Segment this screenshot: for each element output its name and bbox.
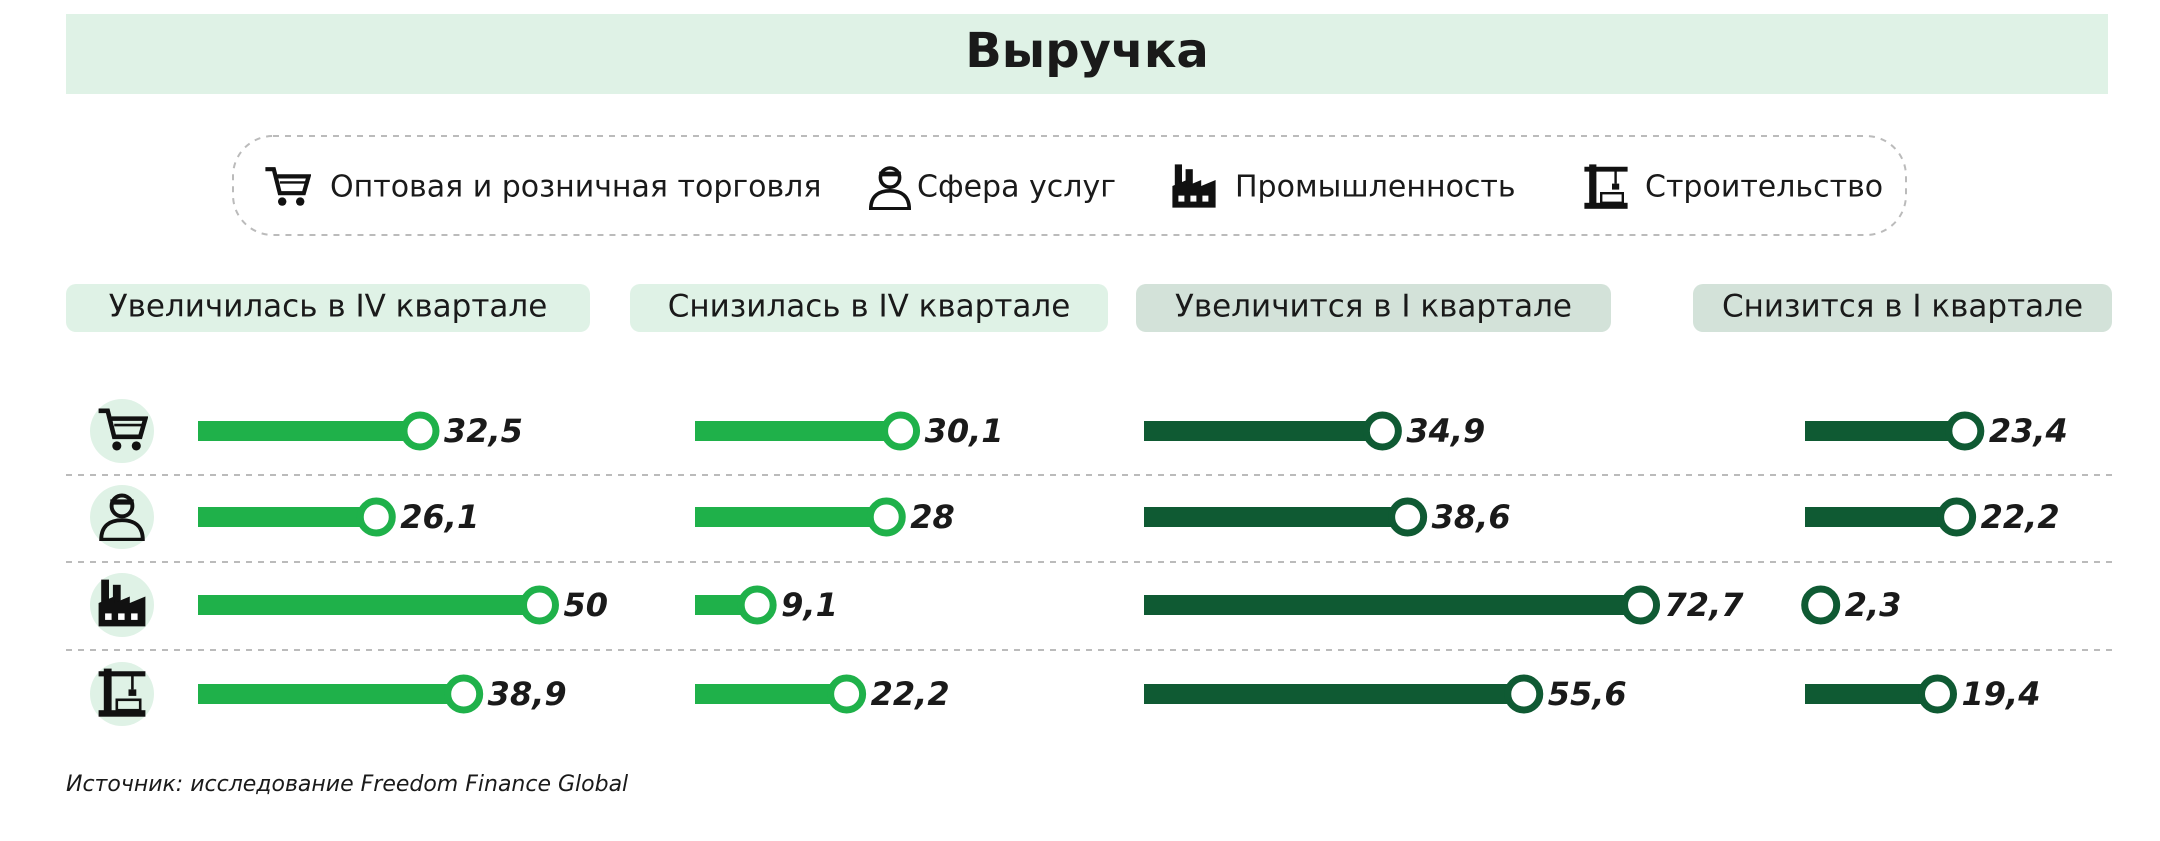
bar-head [356,497,396,537]
bar-head [1504,674,1544,714]
panel-header [1693,284,2112,332]
bar-stem [695,684,847,704]
bar-stem [1144,684,1524,704]
bar [695,411,921,451]
bar [1805,674,1958,714]
panel-header [630,284,1108,332]
bar [695,497,906,537]
value-label: 19,4 [1962,675,2041,713]
value-label: 34,9 [1406,412,1485,450]
value-label: 55,6 [1548,675,1627,713]
bar-head [520,585,559,625]
panel-title: Снизилась в IV квартале [668,289,1071,325]
bar-head [1621,585,1661,625]
panel-title: Увеличится в I квартале [1175,289,1572,325]
value-label: 50 [564,586,609,624]
bar [1144,411,1402,451]
bar [1144,585,1661,625]
value-label: 9,1 [781,586,838,624]
bar-head [737,585,777,625]
legend-label: Оптовая и розничная торговля [330,170,821,205]
panel-header [66,284,590,332]
bar [695,585,777,625]
legend-box [232,135,1907,236]
legend-icon [1584,164,1627,208]
bar-stem [1144,421,1383,441]
bar-stem [198,595,540,615]
legend-icon [871,168,909,209]
bar-head [827,674,867,714]
panel-title: Снизится в I квартале [1722,289,2083,325]
bar-head [1388,497,1428,537]
legend-label: Строительство [1645,170,1883,205]
panel-header [1136,284,1611,332]
value-label: 22,2 [871,675,950,713]
bar [1805,497,1977,537]
bar-stem [1144,595,1641,615]
bar-stem [198,507,377,527]
bar-head [1801,585,1841,625]
bar [695,674,867,714]
chart-title: Выручка [965,23,1209,79]
bar-head [1945,411,1985,451]
panel-title: Увеличилась в IV квартале [109,289,548,325]
value-label: 22,2 [1981,498,2060,536]
bar-head [881,411,921,451]
bar-stem [695,421,901,441]
legend-icon [1172,164,1216,208]
title-banner [66,14,2108,94]
bar [198,411,440,451]
bar [1805,411,1985,451]
bar [1144,674,1544,714]
value-label: 30,1 [925,412,1004,450]
legend-icon [265,169,308,206]
value-label: 38,9 [488,675,567,713]
bar [1801,585,1841,625]
legend-label: Промышленность [1235,170,1516,205]
bar-head [444,674,484,714]
bar-head [1918,674,1958,714]
value-label: 26,1 [400,498,479,536]
source-note: Источник: исследование Freedom Finance G… [66,772,628,797]
value-label: 28 [910,498,955,536]
bar-stem [1805,684,1938,704]
bar-stem [198,684,464,704]
bar-stem [1805,507,1957,527]
bar [198,497,396,537]
bar-stem [1144,507,1408,527]
bar [198,674,484,714]
value-label: 2,3 [1845,586,1902,624]
value-label: 72,7 [1665,586,1745,624]
bar-stem [198,421,420,441]
legend-label: Сфера услуг [917,170,1116,205]
value-label: 32,5 [444,412,523,450]
bar [198,585,559,625]
bar [1144,497,1428,537]
bar-stem [1805,421,1965,441]
bar-head [866,497,906,537]
bar-head [1937,497,1977,537]
value-label: 23,4 [1989,412,2068,450]
bar-head [1362,411,1402,451]
value-label: 38,6 [1432,498,1511,536]
bar-head [400,411,440,451]
bar-stem [695,507,887,527]
